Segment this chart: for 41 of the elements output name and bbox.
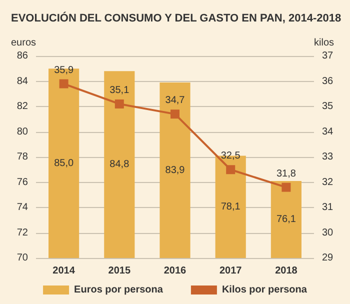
y2-tick-label: 35	[322, 101, 334, 112]
y-tick-label: 86	[16, 50, 28, 62]
legend-label: Kilos por persona	[222, 284, 308, 296]
data-label: 31,8	[276, 168, 296, 180]
x-tick-label: 2017	[219, 266, 242, 276]
y2-axis-title: kilos	[314, 38, 334, 48]
y2-tick-label: 30	[322, 227, 334, 238]
data-label: 76,1	[276, 214, 296, 225]
y-tick-label: 72	[16, 227, 28, 238]
y-tick-label: 82	[16, 101, 28, 112]
y-tick-label: 78	[16, 152, 28, 162]
chart-title: EVOLUCIÓN DEL CONSUMO Y DEL GASTO EN PAN, 2014-2018	[11, 12, 342, 24]
y2-tick-label: 31	[322, 202, 334, 213]
x-tick-label: 2016	[164, 266, 187, 276]
y-tick-label: 70	[16, 252, 28, 264]
data-label: 78,1	[220, 201, 241, 212]
legend-label: Euros por persona	[74, 284, 164, 296]
point	[282, 182, 291, 192]
data-label: 35,1	[110, 84, 130, 96]
y-tick-label: 74	[16, 202, 28, 213]
y2-tick-label: 32	[322, 176, 334, 188]
y-tick-label: 80	[16, 126, 28, 138]
point	[114, 99, 124, 108]
y2-tick-label: 34	[322, 126, 334, 138]
y2-tick-label: 29	[322, 252, 334, 264]
point	[226, 165, 236, 174]
data-label: 85,0	[54, 158, 74, 169]
y2-tick-label: 33	[322, 152, 334, 162]
y-axis-title: euros	[10, 38, 36, 48]
data-label: 83,9	[165, 164, 186, 176]
x-tick-label: 2015	[108, 266, 131, 276]
y-tick-label: 84	[16, 76, 28, 87]
point	[170, 110, 180, 119]
data-label: 34,7	[165, 95, 186, 106]
data-label: 84,8	[110, 159, 130, 170]
x-tick-label: 2014	[52, 266, 76, 276]
point	[59, 79, 68, 88]
x-tick-label: 2018	[275, 266, 298, 276]
y-tick-label: 76	[16, 176, 28, 188]
y2-tick-label: 36	[322, 76, 334, 87]
y2-tick-label: 37	[322, 50, 334, 62]
